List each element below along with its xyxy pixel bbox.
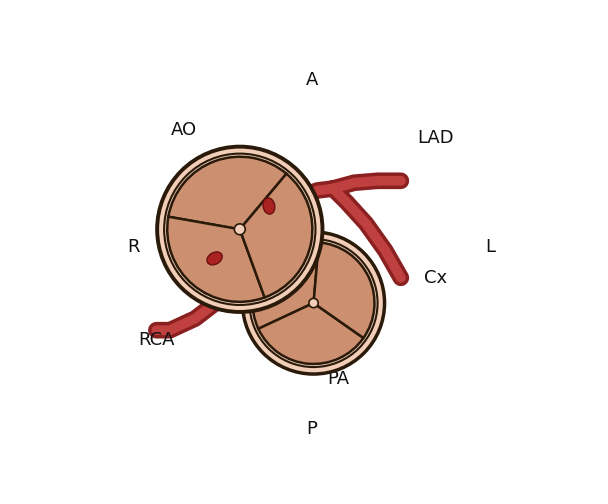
Ellipse shape [207, 252, 222, 265]
Circle shape [234, 224, 245, 235]
Text: P: P [306, 420, 317, 438]
Text: LAD: LAD [418, 129, 454, 147]
Circle shape [309, 298, 318, 307]
Text: L: L [485, 238, 495, 256]
Wedge shape [240, 174, 313, 297]
Text: A: A [305, 71, 318, 89]
Wedge shape [258, 303, 364, 364]
Text: R: R [127, 238, 139, 256]
Text: Cx: Cx [424, 269, 447, 287]
Ellipse shape [263, 198, 275, 214]
Circle shape [157, 147, 322, 312]
Circle shape [249, 239, 378, 367]
Circle shape [243, 232, 384, 374]
Wedge shape [314, 242, 375, 338]
Text: AO: AO [170, 121, 196, 139]
Text: PA: PA [328, 370, 350, 388]
Wedge shape [168, 157, 286, 229]
Wedge shape [167, 217, 264, 302]
Wedge shape [252, 242, 319, 329]
Circle shape [164, 154, 316, 305]
Text: RCA: RCA [138, 331, 174, 349]
